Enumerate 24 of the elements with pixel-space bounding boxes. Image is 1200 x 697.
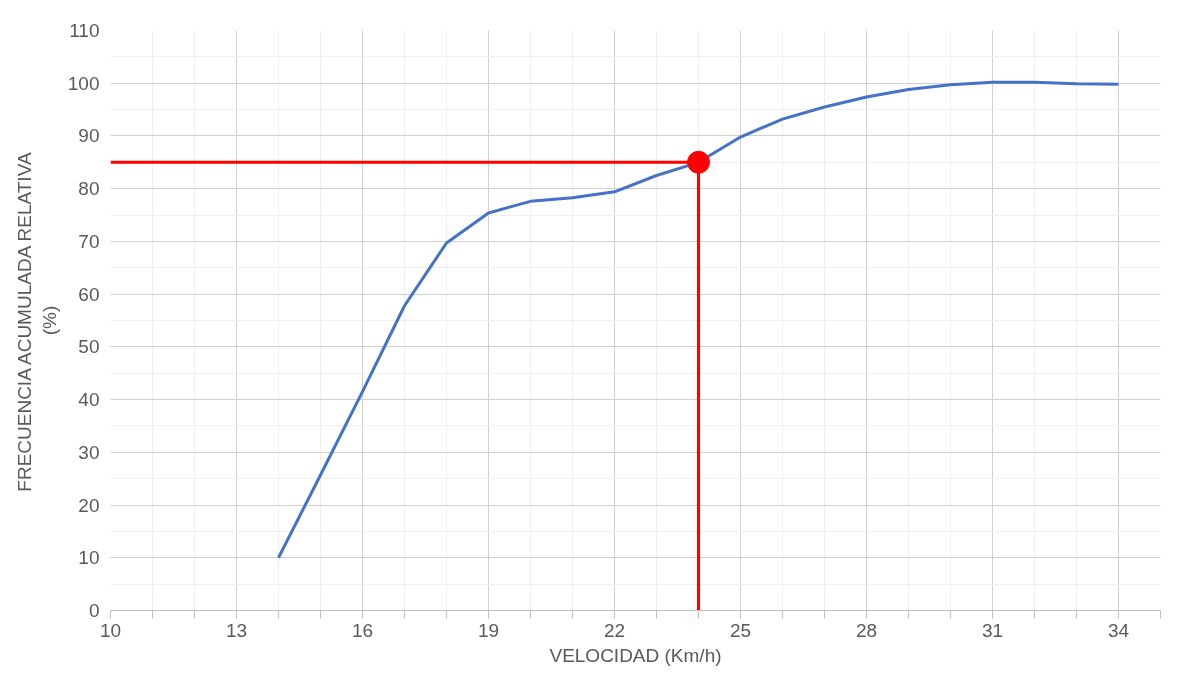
y-axis-title: FRECUENCIA ACUMULADA RELATIVA (%)	[13, 152, 60, 492]
y-tick-label: 10	[78, 547, 100, 569]
y-tick-label: 30	[78, 441, 100, 463]
y-tick-label: 40	[78, 389, 100, 411]
y-tick-label: 50	[78, 336, 100, 358]
x-tick-label: 31	[981, 619, 1004, 641]
x-tick-label: 22	[603, 619, 626, 641]
y-tick-label: 20	[78, 494, 100, 516]
y-tick-label: 0	[88, 600, 100, 621]
x-tick-label: 10	[99, 619, 122, 641]
x-tick-label: 25	[729, 619, 752, 641]
x-tick-label: 28	[855, 619, 878, 641]
y-tick-label: 90	[78, 125, 100, 147]
x-axis-title: VELOCIDAD (Km/h)	[549, 644, 722, 666]
x-tick-label: 19	[477, 619, 500, 641]
x-tick-label: 13	[225, 619, 248, 641]
y-tick-label: 70	[78, 230, 100, 252]
x-tick-label: 34	[1107, 619, 1130, 641]
y-tick-label: 100	[67, 72, 100, 94]
y-tick-label: 110	[69, 20, 100, 41]
x-tick-label: 16	[351, 619, 374, 641]
y-tick-label: 60	[78, 283, 100, 305]
y-tick-label: 80	[78, 178, 100, 200]
line-series	[277, 80, 1120, 560]
